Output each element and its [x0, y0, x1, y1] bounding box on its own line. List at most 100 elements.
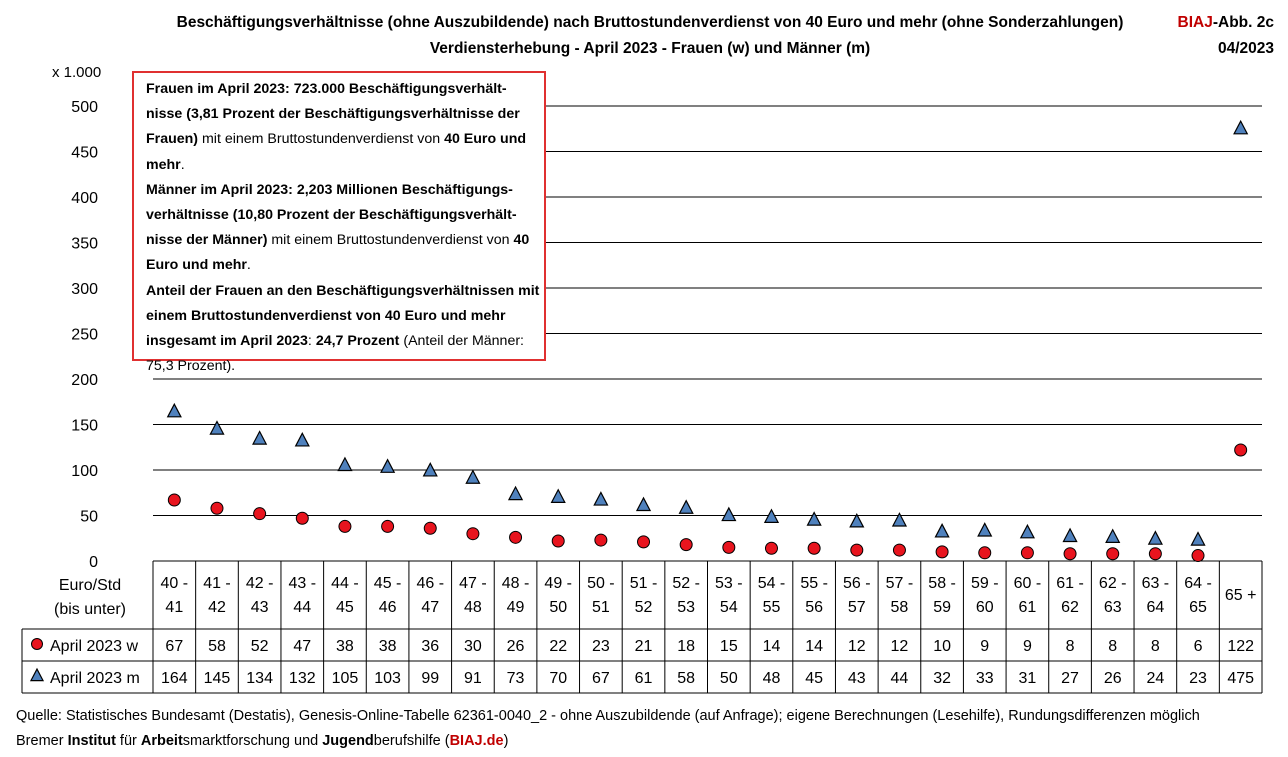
footer-part: ) — [503, 733, 509, 749]
data-point-women — [509, 530, 523, 544]
category-label: 64 - — [1184, 575, 1212, 592]
data-point-women — [210, 501, 224, 515]
table-value: 73 — [507, 670, 525, 687]
data-point-men — [891, 512, 908, 527]
data-point-women — [423, 521, 437, 535]
data-point-women — [892, 543, 906, 557]
data-point-men — [1062, 527, 1078, 543]
category-label: 49 — [507, 599, 525, 616]
footer-part: Jugend — [322, 733, 374, 749]
table-value: 18 — [677, 638, 695, 655]
table-value: 44 — [891, 670, 909, 687]
data-point-men — [1147, 530, 1163, 545]
info-paragraph-share: Anteil der Frauen an den Beschäftigungsv… — [146, 279, 544, 380]
category-label: 43 - — [288, 575, 316, 592]
data-point-women — [1191, 549, 1205, 563]
legend-marker-men — [29, 667, 45, 682]
tag-figure: -Abb. 2c — [1212, 14, 1274, 31]
table-value: 15 — [720, 638, 738, 655]
category-label: 48 — [464, 599, 482, 616]
table-value: 12 — [891, 638, 909, 655]
data-point-men — [550, 488, 566, 503]
chart-title: Beschäftigungsverhältnisse (ohne Auszubi… — [120, 10, 1180, 62]
category-label: 43 — [251, 599, 269, 616]
table-value: 105 — [332, 670, 359, 687]
data-point-women — [551, 534, 565, 548]
y-tick-label: 400 — [71, 190, 98, 207]
category-label: 47 — [421, 599, 439, 616]
data-point-women — [637, 535, 651, 549]
info-box: Frauen im April 2023: 723.000 Beschäftig… — [132, 71, 546, 374]
data-point-men — [635, 496, 652, 512]
table-value: 8 — [1066, 638, 1075, 655]
table-value: 122 — [1227, 638, 1254, 655]
info-women-bold: Frauen im April 2023: 723.000 Beschäftig… — [146, 81, 520, 148]
category-label: 57 - — [886, 575, 914, 592]
footer-part: Bremer — [16, 733, 68, 749]
category-label: 53 - — [715, 575, 743, 592]
table-value: 9 — [1023, 638, 1032, 655]
table-value: 91 — [464, 670, 482, 687]
category-label: 48 - — [502, 575, 530, 592]
category-label: 56 - — [843, 575, 871, 592]
y-tick-label: 500 — [71, 99, 98, 116]
data-point-men — [593, 491, 609, 506]
category-label: 42 — [208, 599, 226, 616]
table-value: 45 — [805, 670, 823, 687]
category-label: 52 - — [672, 575, 700, 592]
data-point-men — [422, 462, 438, 477]
footer-link[interactable]: BIAJ.de — [449, 733, 504, 749]
table-value: 36 — [421, 638, 439, 655]
category-label: 62 - — [1099, 575, 1127, 592]
info-share-bold: Anteil der Frauen an den Beschäftigungsv… — [146, 282, 540, 350]
category-label: 56 — [805, 599, 823, 616]
info-men-threshold: 40 Euro und mehr — [146, 232, 530, 274]
title-line-1: Beschäftigungsverhältnisse (ohne Auszubi… — [176, 14, 1124, 31]
y-tick-label: 350 — [71, 236, 98, 253]
data-point-men — [1105, 528, 1121, 543]
data-point-men — [763, 508, 780, 523]
category-label: 41 - — [203, 575, 231, 592]
data-point-men — [849, 513, 865, 528]
table-value: 14 — [763, 638, 781, 655]
info-paragraph-men: Männer im April 2023: 2,203 Millionen Be… — [146, 178, 544, 279]
data-point-men — [806, 511, 822, 526]
table-value: 33 — [976, 670, 994, 687]
x-axis-label: Euro/Std (bis unter) — [36, 574, 144, 622]
category-label: 49 - — [544, 575, 572, 592]
table-value: 26 — [1104, 670, 1122, 687]
info-paragraph-women: Frauen im April 2023: 723.000 Beschäftig… — [146, 77, 544, 178]
data-point-men — [1190, 531, 1206, 546]
category-label: 52 — [635, 599, 653, 616]
category-label: 40 - — [161, 575, 189, 592]
table-value: 14 — [805, 638, 823, 655]
category-label: 55 - — [800, 575, 828, 592]
data-point-women — [253, 507, 267, 521]
data-point-women — [338, 519, 352, 533]
category-label: 45 - — [374, 575, 402, 592]
table-value: 58 — [677, 670, 695, 687]
table-value: 32 — [933, 670, 951, 687]
data-point-women — [935, 545, 949, 559]
table-value: 22 — [549, 638, 567, 655]
category-label: 63 — [1104, 599, 1122, 616]
category-label: 58 - — [928, 575, 956, 592]
table-value: 26 — [507, 638, 525, 655]
table-value: 43 — [848, 670, 866, 687]
x-axis-label-line-1: Euro/Std — [58, 577, 122, 594]
info-share-colon: : — [307, 333, 316, 350]
table-value: 134 — [246, 670, 273, 687]
table-value: 67 — [592, 670, 610, 687]
category-label: 46 - — [416, 575, 444, 592]
category-label: 45 — [336, 599, 354, 616]
data-point-women — [978, 546, 992, 560]
data-point-men — [337, 456, 353, 472]
table-value: 24 — [1146, 670, 1164, 687]
table-value: 38 — [379, 638, 397, 655]
table-value: 58 — [208, 638, 226, 655]
figure-tag: BIAJ-Abb. 2c 04/2023 — [1178, 10, 1274, 62]
info-men-bold: Männer im April 2023: 2,203 Millionen Be… — [146, 181, 517, 249]
data-point-men — [507, 485, 524, 501]
footer: Quelle: Statistisches Bundesamt (Destati… — [16, 704, 1281, 754]
info-women-end: . — [180, 156, 185, 173]
